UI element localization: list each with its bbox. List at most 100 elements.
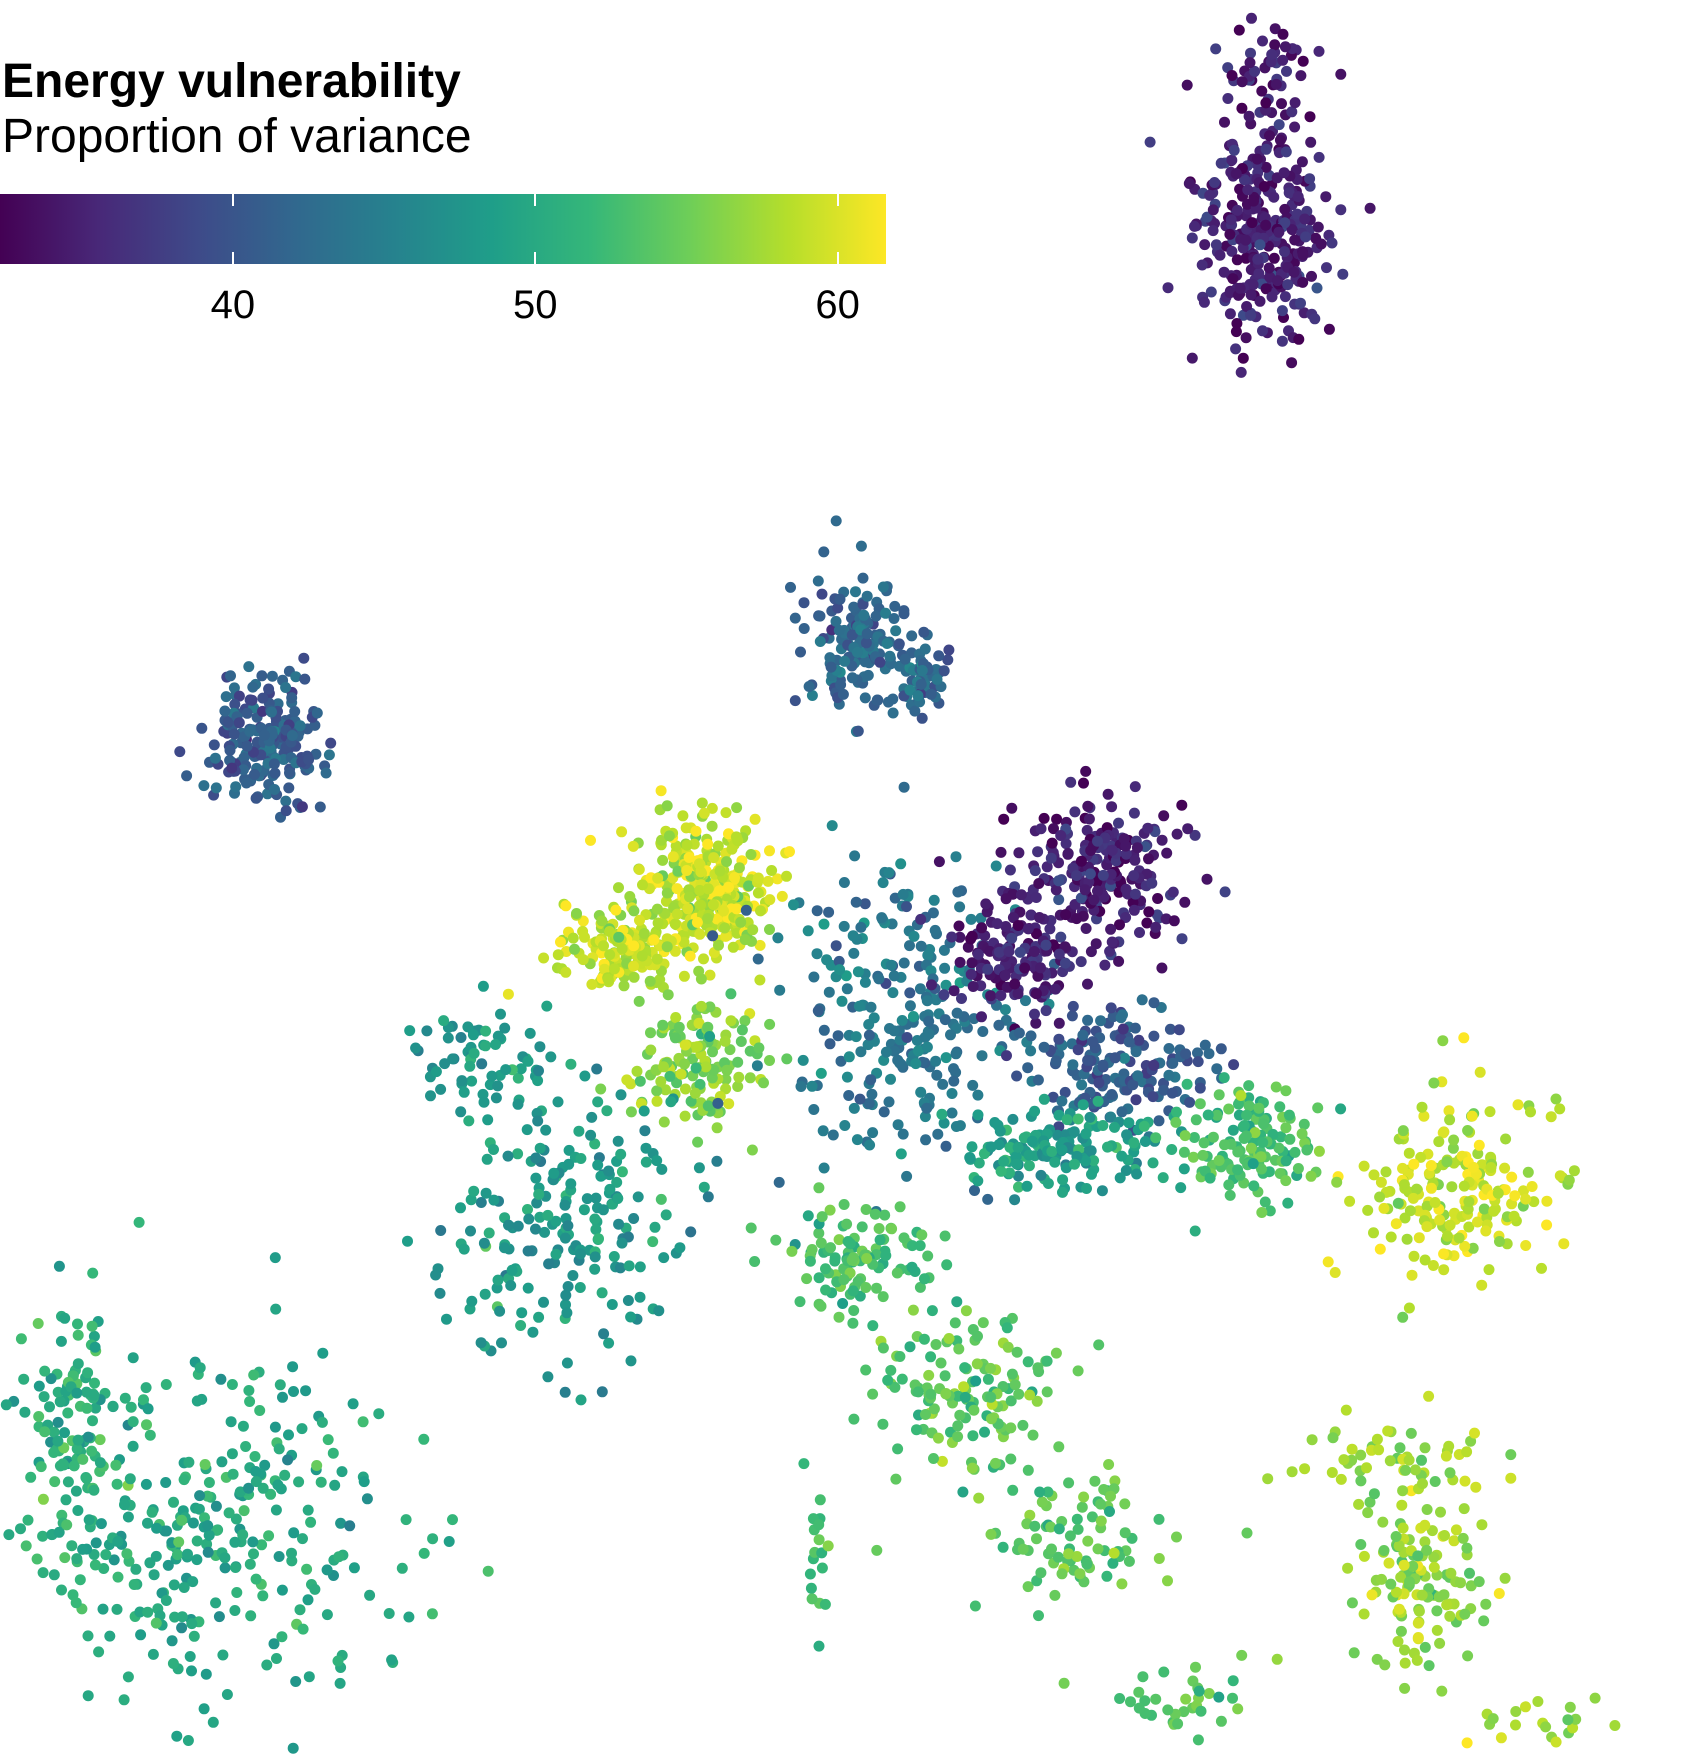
region-point — [439, 1058, 451, 1070]
region-point — [1203, 1688, 1215, 1699]
region-point — [1050, 884, 1062, 896]
region-point — [1059, 1086, 1071, 1098]
region-point — [1036, 1496, 1048, 1508]
region-point — [1304, 173, 1316, 185]
region-point — [907, 1304, 919, 1316]
region-point — [302, 1504, 314, 1516]
region-point — [938, 1117, 950, 1129]
region-point — [632, 1191, 644, 1203]
region-point — [1011, 1346, 1023, 1358]
region-point — [1512, 1099, 1524, 1111]
region-point — [1368, 1227, 1379, 1239]
region-point — [1567, 1722, 1579, 1734]
region-point — [1487, 1713, 1499, 1725]
region-point — [1270, 1081, 1282, 1093]
region-point — [980, 898, 992, 910]
region-point — [203, 1477, 215, 1488]
region-point — [108, 1554, 120, 1566]
region-point — [542, 1371, 554, 1383]
region-point — [1029, 865, 1041, 877]
region-point — [723, 881, 734, 893]
region-point — [1218, 1072, 1230, 1084]
region-point — [714, 885, 725, 897]
region-point — [1385, 1578, 1397, 1590]
region-point — [1312, 1102, 1324, 1114]
region-point — [1443, 1440, 1455, 1452]
region-point — [1373, 1444, 1385, 1456]
region-point — [1226, 70, 1238, 81]
region-point — [712, 1097, 724, 1109]
region-point — [838, 1199, 850, 1210]
region-point — [1262, 1473, 1274, 1485]
region-point — [833, 1311, 845, 1323]
region-point — [898, 957, 910, 969]
region-point — [652, 872, 664, 884]
region-point — [229, 1536, 241, 1548]
region-point — [1277, 28, 1289, 40]
region-point — [736, 1024, 748, 1036]
region-point — [972, 1109, 984, 1121]
region-point — [1189, 1225, 1201, 1237]
region-point — [1263, 262, 1275, 274]
region-point — [816, 1211, 828, 1223]
region-point — [678, 936, 690, 948]
region-point — [1458, 1032, 1470, 1044]
region-point — [1396, 1499, 1408, 1511]
region-point — [1295, 297, 1306, 309]
region-point — [621, 1074, 633, 1086]
region-point — [1060, 1162, 1072, 1174]
region-point — [522, 1204, 533, 1215]
region-point — [645, 1044, 657, 1056]
region-point — [1088, 1155, 1100, 1167]
region-point — [1494, 1236, 1505, 1247]
region-point — [1006, 932, 1018, 944]
region-point — [1274, 134, 1286, 146]
region-point — [118, 1694, 130, 1706]
region-point — [1305, 1170, 1317, 1182]
region-point — [929, 924, 941, 936]
region-point — [967, 1430, 979, 1442]
region-point — [894, 1351, 906, 1362]
region-point — [186, 1665, 197, 1677]
region-point — [1004, 864, 1016, 876]
region-point — [1180, 1693, 1192, 1705]
region-point — [1412, 1550, 1424, 1562]
region-point — [850, 1031, 862, 1043]
region-point — [1101, 1570, 1113, 1582]
region-point — [1011, 1070, 1023, 1082]
region-point — [849, 850, 861, 862]
region-point — [826, 820, 838, 832]
region-point — [315, 1476, 327, 1488]
region-point — [824, 1204, 836, 1216]
region-point — [1230, 168, 1242, 180]
region-point — [874, 1234, 886, 1246]
region-point — [72, 1505, 84, 1516]
region-point — [463, 1115, 475, 1127]
region-point — [694, 1078, 706, 1090]
region-point — [877, 1342, 889, 1354]
region-point — [925, 1388, 937, 1400]
region-point — [1189, 220, 1200, 232]
region-point — [1397, 1485, 1409, 1497]
region-point — [744, 1072, 756, 1084]
region-point — [1431, 1605, 1443, 1617]
region-point — [1554, 1103, 1566, 1115]
region-point — [490, 1039, 501, 1050]
region-point — [918, 626, 930, 638]
region-point — [684, 950, 696, 962]
region-point — [1183, 178, 1195, 189]
region-point — [887, 707, 899, 719]
colorbar-tick-label: 50 — [512, 283, 558, 327]
region-point — [142, 1606, 154, 1618]
region-point — [1079, 884, 1091, 896]
region-point — [990, 1457, 1001, 1469]
region-point — [832, 1030, 844, 1042]
region-point — [1071, 913, 1083, 925]
region-point — [904, 987, 916, 999]
region-point — [798, 1458, 810, 1470]
region-point — [1063, 1477, 1075, 1489]
region-point — [698, 953, 709, 965]
region-point — [1168, 915, 1180, 927]
region-point — [1233, 24, 1245, 36]
region-point — [946, 931, 958, 943]
